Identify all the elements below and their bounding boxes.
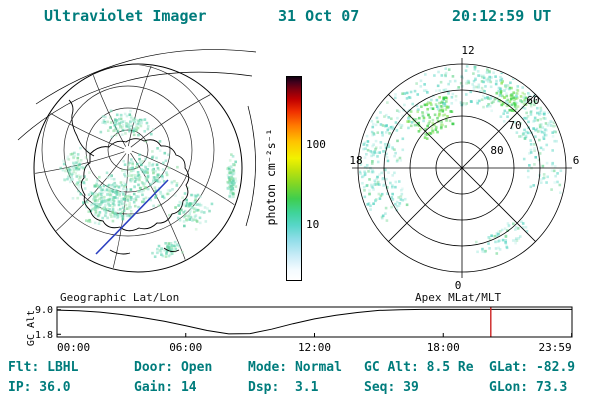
- alt-xtick-label: 18:00: [427, 341, 460, 354]
- status-field: Flt: LBHL: [8, 360, 79, 375]
- status-field: Dsp: 3.1: [248, 380, 319, 395]
- status-row: IP: 36.0 Gain: 14 Dsp: 3.1 Seq: 39 GLon: 73.…: [0, 380, 600, 396]
- apex-aurora-emission: [359, 65, 563, 255]
- alt-xtick-label: 00:00: [57, 341, 90, 354]
- alt-ytick-label: 9.0: [35, 305, 53, 316]
- apex-grid-label: 0: [455, 279, 462, 292]
- status-field: GC Alt: 8.5 Re: [364, 360, 474, 375]
- apex-grid-label: 6: [573, 154, 580, 167]
- apex-grid: [352, 58, 572, 278]
- colorbar-units-label: photon cm⁻²s⁻¹: [264, 128, 278, 226]
- apex-grid-label: 70: [508, 119, 521, 132]
- colorbar-gradient: [286, 76, 302, 281]
- geo-grid: [35, 65, 241, 271]
- alt-xtick-label: 06:00: [169, 341, 202, 354]
- apex-grid-label: 12: [461, 44, 474, 57]
- gc-altitude-strip-chart: 9.0 1.8GC Alt 00:00 06:00 12:00 18:00 23:59: [26, 305, 573, 354]
- alt-xtick-label: 23:59: [539, 341, 572, 354]
- status-field: GLon: 73.3: [489, 380, 568, 395]
- apex-grid-label: 80: [490, 144, 503, 157]
- colorbar-tick-label: 100: [306, 137, 326, 151]
- geographic-polar-image: [17, 49, 257, 273]
- status-field: GLat: -82.9: [489, 360, 576, 375]
- alt-xtick-label: 12:00: [298, 341, 331, 354]
- status-field: Seq: 39: [364, 380, 419, 395]
- app-title: Ultraviolet Imager: [44, 7, 207, 25]
- spacecraft-track-line: [95, 179, 169, 255]
- alt-ytick-label: 1.8: [35, 330, 53, 341]
- status-field: Mode: Normal: [248, 360, 342, 375]
- status-field: IP: 36.0: [8, 380, 71, 395]
- geo-fov-circle: [33, 63, 243, 273]
- apex-plot-caption: Apex MLat/MLT: [415, 291, 502, 304]
- apex-grid-label: 60: [526, 94, 539, 107]
- date-display: 31 Oct 07: [278, 7, 360, 25]
- alt-y-axis-label: GC Alt: [26, 310, 37, 346]
- antarctica-coastline: [68, 99, 190, 255]
- geo-aurora-emission: [59, 109, 238, 259]
- status-field: Gain: 14: [134, 380, 197, 395]
- colorbar-tick-label: 10: [306, 217, 320, 231]
- alt-chart-frame: [56, 306, 573, 338]
- geo-grid-outer-arcs: [17, 49, 257, 227]
- status-row: Flt: LBHL Door: Open Mode: Normal GC Alt: 8…: [0, 360, 600, 376]
- time-display: 20:12:59 UT: [452, 7, 552, 25]
- gc-alt-curve: [56, 308, 572, 335]
- geo-plot-caption: Geographic Lat/Lon: [60, 291, 180, 304]
- apex-grid-label: 18: [349, 154, 362, 167]
- status-field: Door: Open: [134, 360, 213, 375]
